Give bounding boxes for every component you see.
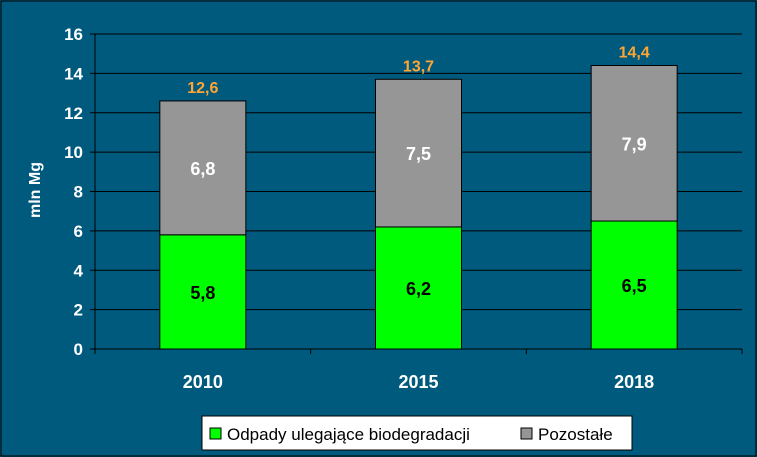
y-tick-label: 16: [64, 25, 83, 44]
segment-value-label: 6,5: [622, 276, 647, 296]
y-tick-label: 12: [64, 104, 83, 123]
y-tick-label: 8: [74, 183, 83, 202]
x-tick-label: 2015: [398, 372, 438, 392]
legend: Odpady ulegające biodegradacji Pozostałe: [201, 415, 633, 451]
bar-segment-other: [375, 78, 462, 228]
total-value-label: 14,4: [619, 45, 650, 62]
bar-segment-biodegradable: [159, 234, 247, 350]
y-tick-label: 2: [74, 301, 83, 320]
total-value-label: 13,7: [403, 58, 434, 75]
y-tick-label: 14: [64, 64, 83, 83]
segment-value-label: 6,8: [190, 159, 215, 179]
y-tick-label: 6: [74, 222, 83, 241]
y-axis-label: mln Mg: [27, 162, 44, 218]
bars: [159, 65, 678, 350]
segment-value-label: 5,8: [190, 283, 215, 303]
segment-value-label: 6,2: [406, 279, 431, 299]
bar-segment-other: [159, 100, 247, 236]
data-labels: 5,8 6,8 12,6 6,2 7,5 13,7 6,5 7,9 14,4: [187, 45, 650, 303]
y-tick-label: 10: [64, 143, 83, 162]
x-tick-label: 2018: [614, 372, 654, 392]
segment-value-label: 7,5: [406, 144, 431, 164]
legend-box: [201, 415, 633, 451]
legend-label-biodegradable: Odpady ulegające biodegradacji: [227, 425, 470, 444]
y-tick-label: 4: [74, 261, 84, 280]
bar-segment-other: [590, 65, 678, 222]
axes: 0 2 4 6 8 10 12 14 16 2010 2015 2018: [64, 25, 743, 392]
segment-value-label: 7,9: [622, 134, 647, 154]
y-tick-label: 0: [74, 340, 83, 359]
legend-swatch-biodegradable: [209, 427, 222, 440]
total-value-label: 12,6: [187, 80, 218, 97]
legend-swatch-other: [520, 427, 533, 440]
bar-segment-biodegradable: [590, 220, 678, 350]
legend-label-other: Pozostałe: [538, 425, 613, 444]
x-tick-label: 2010: [183, 372, 223, 392]
bar-segment-biodegradable: [375, 226, 462, 350]
